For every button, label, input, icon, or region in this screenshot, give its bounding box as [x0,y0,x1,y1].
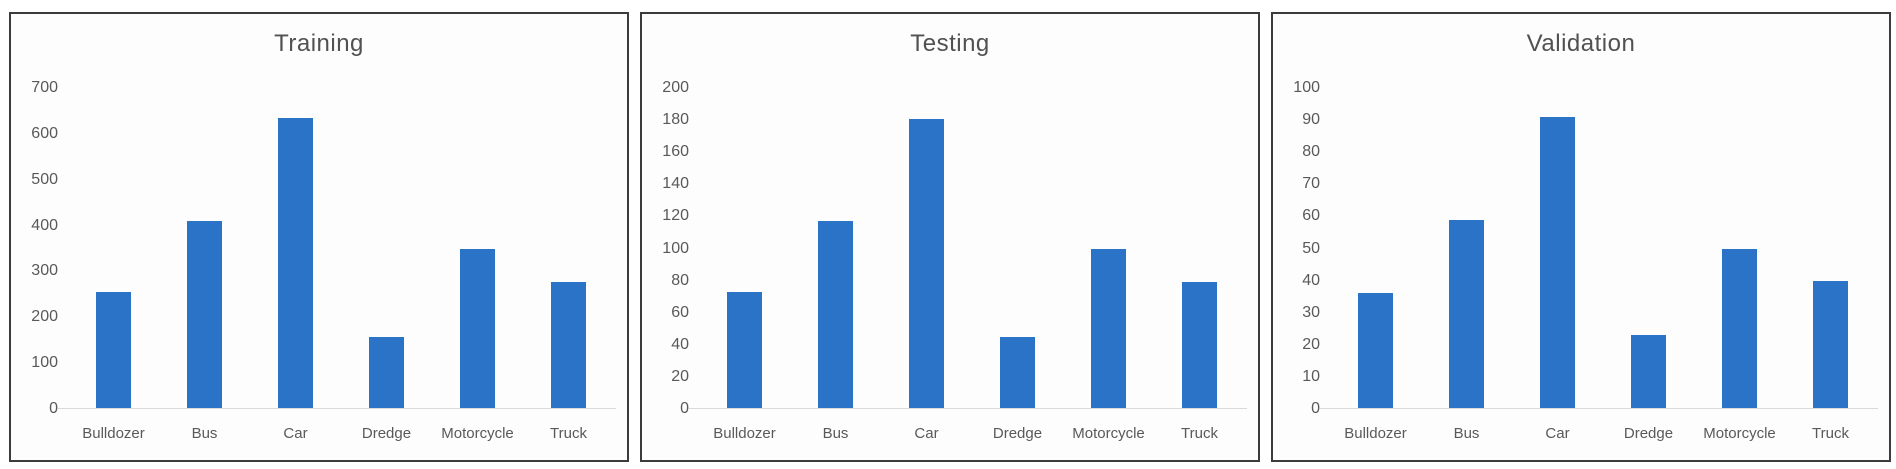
bar-dredge [369,336,404,409]
bar-truck [551,281,586,409]
y-axis-tick-label: 80 [1302,143,1320,161]
bar-motorcycle [460,248,495,409]
y-axis-tick-label: 30 [1302,303,1320,321]
y-axis-tick-label: 40 [1302,271,1320,289]
y-axis-tick-label: 200 [31,308,58,326]
training-chart-panel: Training 0 100 200 300 400 500 600 700 Bulldoze… [9,12,629,462]
y-axis-tick-label: 0 [49,400,58,417]
x-axis-category-label: Car [283,425,308,442]
y-axis-tick-label: 180 [662,111,689,129]
chart-title: Training [274,30,364,57]
bar-motorcycle [1722,248,1757,409]
y-axis-tick-label: 140 [662,175,689,193]
bar-bus [818,221,853,409]
x-axis-category-label: Truck [1812,425,1849,442]
x-axis-category-label: Motorcycle [441,425,514,442]
plot-area [1320,88,1878,409]
y-axis: 0 100 200 300 400 500 600 700 [11,79,58,417]
bar-truck [1813,280,1848,409]
y-axis-tick-label: 20 [1302,335,1320,353]
bar-bulldozer [727,291,762,409]
bar-bus [1449,219,1484,409]
y-axis-tick-label: 70 [1302,175,1320,193]
plot-area [689,88,1247,409]
x-axis: Bulldozer Bus Car Dredge Motorcycle Truck [68,423,614,445]
x-axis-category-label: Truck [550,425,587,442]
chart-title: Testing [910,30,990,57]
y-axis-tick-label: 60 [671,303,689,321]
y-axis-tick-label: 500 [31,170,58,188]
x-axis: Bulldozer Bus Car Dredge Motorcycle Truck [699,423,1245,445]
x-axis-category-label: Bulldozer [713,425,776,442]
y-axis-tick-label: 100 [31,354,58,372]
y-axis-tick-label: 10 [1302,367,1320,385]
y-axis-tick-label: 600 [31,124,58,142]
y-axis-tick-label: 160 [662,143,689,161]
x-axis-category-label: Dredge [992,425,1043,442]
y-axis-tick-label: 200 [662,79,689,96]
y-axis-tick-label: 400 [31,216,58,234]
bar-car [1540,116,1575,409]
y-axis: 0 10 20 30 40 50 60 70 80 90 100 [1273,79,1320,417]
y-axis-tick-label: 120 [662,207,689,225]
plot-area [58,88,616,409]
y-axis-tick-label: 90 [1302,111,1320,129]
bar-bulldozer [96,292,131,409]
y-axis-tick-label: 300 [31,262,58,280]
x-axis-category-label: Car [1545,425,1570,442]
x-axis-category-label: Bulldozer [1344,425,1407,442]
bar-car [909,118,944,409]
bar-dredge [1000,336,1035,409]
x-axis: Bulldozer Bus Car Dredge Motorcycle Truck [1330,423,1876,445]
y-axis-tick-label: 100 [1293,79,1320,96]
bar-car [278,117,313,409]
x-axis-category-label: Bulldozer [82,425,145,442]
x-axis-category-label: Bus [822,425,849,442]
y-axis-tick-label: 700 [31,79,58,96]
y-axis-tick-label: 80 [671,271,689,289]
x-axis-category-label: Dredge [1623,425,1674,442]
validation-chart-panel: Validation 0 10 20 30 40 50 60 70 80 90 100 Bulldo… [1271,12,1891,462]
x-axis-category-label: Car [914,425,939,442]
x-axis-category-label: Truck [1181,425,1218,442]
bar-dredge [1631,335,1666,409]
bar-motorcycle [1091,248,1126,409]
y-axis-tick-label: 0 [1311,400,1320,417]
x-axis-category-label: Bus [191,425,218,442]
y-axis-tick-label: 100 [662,239,689,257]
y-axis-tick-label: 0 [680,400,689,417]
y-axis-tick-label: 20 [671,367,689,385]
bar-bus [187,221,222,409]
x-axis-category-label: Motorcycle [1072,425,1145,442]
x-axis-category-label: Bus [1453,425,1480,442]
y-axis-tick-label: 50 [1302,239,1320,257]
chart-title: Validation [1526,30,1636,57]
bar-truck [1182,282,1217,409]
y-axis: 0 20 40 60 80 100 120 140 160 180 200 [642,79,689,417]
y-axis-tick-label: 60 [1302,207,1320,225]
x-axis-category-label: Motorcycle [1703,425,1776,442]
bar-bulldozer [1358,293,1393,409]
testing-chart-panel: Testing 0 20 40 60 80 100 120 140 160 180 200 Bull… [640,12,1260,462]
x-axis-category-label: Dredge [361,425,412,442]
y-axis-tick-label: 40 [671,335,689,353]
